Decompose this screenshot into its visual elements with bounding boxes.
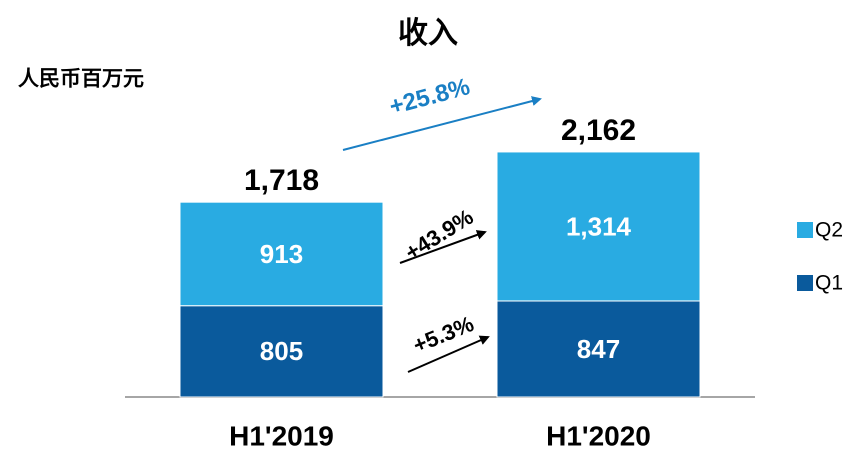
growth-arrow (399, 230, 487, 264)
x-tick-label: H1'2020 (546, 420, 651, 451)
unit-label: 人民币百万元 (18, 66, 144, 91)
legend-label: Q2 (815, 219, 843, 242)
annotation: +43.9% (401, 204, 478, 265)
growth-arrow (342, 96, 542, 151)
value-label: 805 (260, 336, 303, 366)
value-label: 1,314 (566, 211, 632, 241)
legend-swatch (797, 222, 813, 238)
growth-arrow (407, 335, 490, 373)
bar-segment (179, 201, 384, 307)
chart-title: 收入 (398, 16, 458, 51)
legend-swatch (797, 275, 813, 291)
x-tick-label: H1'2019 (229, 420, 334, 451)
bar-segment (496, 300, 701, 398)
total-label: 1,718 (244, 164, 319, 197)
annotation: +5.3% (409, 311, 477, 358)
total-label: 2,162 (561, 114, 636, 147)
bar-segment (496, 151, 701, 302)
bar-segment (179, 305, 384, 398)
value-label: 847 (577, 334, 620, 364)
legend-label: Q1 (815, 272, 843, 295)
value-label: 913 (260, 239, 303, 269)
annotation: +25.8% (387, 73, 473, 120)
